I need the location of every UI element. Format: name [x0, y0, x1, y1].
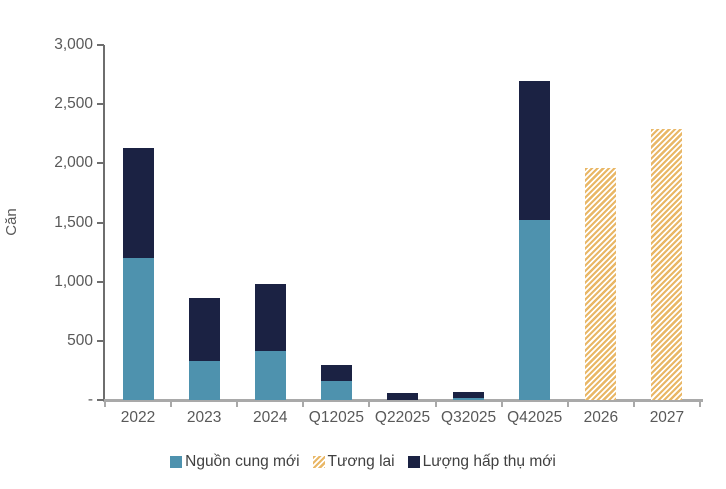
- x-axis-label-2022: 2022: [120, 409, 156, 426]
- bar-segment-2022-lượng-hấp-thụ-mới: [122, 147, 154, 258]
- y-tick-label: 1,000: [54, 272, 93, 290]
- y-tick-label: 1,500: [54, 213, 93, 231]
- legend-swatch-icon: [407, 456, 420, 468]
- x-axis-label-2027: 2027: [649, 409, 685, 426]
- y-tick-mark: [97, 221, 104, 224]
- y-axis-line: [103, 45, 105, 401]
- x-tick-mark: [699, 402, 701, 407]
- x-axis-line: [103, 399, 703, 402]
- x-tick-mark: [236, 402, 239, 407]
- bar-segment-Q12025-lượng-hấp-thụ-mới: [320, 364, 352, 382]
- bar-segment-Q42025-lượng-hấp-thụ-mới: [519, 80, 551, 221]
- y-tick-label: 2,000: [54, 154, 93, 172]
- x-axis-label-q42025: Q42025: [507, 409, 563, 426]
- plot-area: [105, 45, 700, 400]
- x-tick-mark: [104, 402, 106, 407]
- bar-segment-Q42025-nguồn-cung-mới: [519, 220, 551, 400]
- x-axis-label-2023: 2023: [186, 409, 222, 426]
- x-tick-mark: [434, 402, 437, 407]
- bar-segment-Q22025-lượng-hấp-thụ-mới: [387, 392, 418, 400]
- x-axis-label-q12025: Q12025: [308, 409, 364, 426]
- legend-label: Lượng hấp thụ mới: [422, 453, 556, 470]
- x-tick-mark: [632, 402, 635, 407]
- x-tick-mark: [500, 402, 503, 407]
- legend-swatch-icon: [170, 456, 183, 468]
- y-tick-label: 500: [67, 331, 93, 349]
- bar-segment-2023-lượng-hấp-thụ-mới: [188, 298, 220, 361]
- y-tick-mark: [97, 280, 104, 283]
- bar-segment-2024-lượng-hấp-thụ-mới: [254, 284, 286, 352]
- bar-segment-2027-tương-lai: [651, 129, 683, 400]
- x-axis-label-q22025: Q22025: [374, 409, 431, 426]
- bar-segment-2024-nguồn-cung-mới: [254, 351, 286, 400]
- y-tick-mark: [97, 399, 104, 401]
- y-tick-mark: [97, 162, 104, 165]
- y-tick-mark: [97, 103, 104, 106]
- x-tick-mark: [566, 402, 569, 407]
- y-tick-mark: [97, 44, 104, 46]
- legend-item-nguồn-cung-mới: Nguồn cung mới: [170, 452, 300, 472]
- bar-segment-2023-nguồn-cung-mới: [188, 360, 220, 400]
- y-tick-label: -: [87, 391, 93, 408]
- bar-segment-2026-tương-lai: [585, 168, 617, 400]
- x-tick-mark: [302, 402, 305, 407]
- x-axis-label-2024: 2024: [253, 409, 288, 426]
- bar-segment-Q12025-nguồn-cung-mới: [320, 381, 352, 400]
- x-axis-label-q32025: Q32025: [441, 409, 497, 426]
- legend-label: Nguồn cung mới: [185, 453, 300, 470]
- x-axis-label-2026: 2026: [583, 409, 619, 426]
- chart-legend: Nguồn cung mới Tương lai Lượng hấp thụ mới: [0, 452, 726, 472]
- x-tick-mark: [170, 402, 173, 407]
- legend-label: Tương lai: [327, 453, 395, 470]
- y-tick-mark: [97, 339, 104, 342]
- legend-swatch-icon: [312, 456, 325, 468]
- bar-segment-2022-nguồn-cung-mới: [122, 258, 154, 400]
- legend-item-tương-lai: Tương lai: [312, 452, 395, 472]
- bar-segment-Q32025-lượng-hấp-thụ-mới: [453, 391, 485, 398]
- bar-segment-Q32025-nguồn-cung-mới: [453, 397, 485, 400]
- legend-item-lượng-hấp-thụ-mới: Lượng hấp thụ mới: [407, 452, 556, 472]
- y-tick-label: 3,000: [54, 36, 93, 53]
- y-tick-label: 2,500: [54, 95, 93, 113]
- y-axis-title: Căn: [3, 208, 20, 236]
- x-tick-mark: [368, 402, 371, 407]
